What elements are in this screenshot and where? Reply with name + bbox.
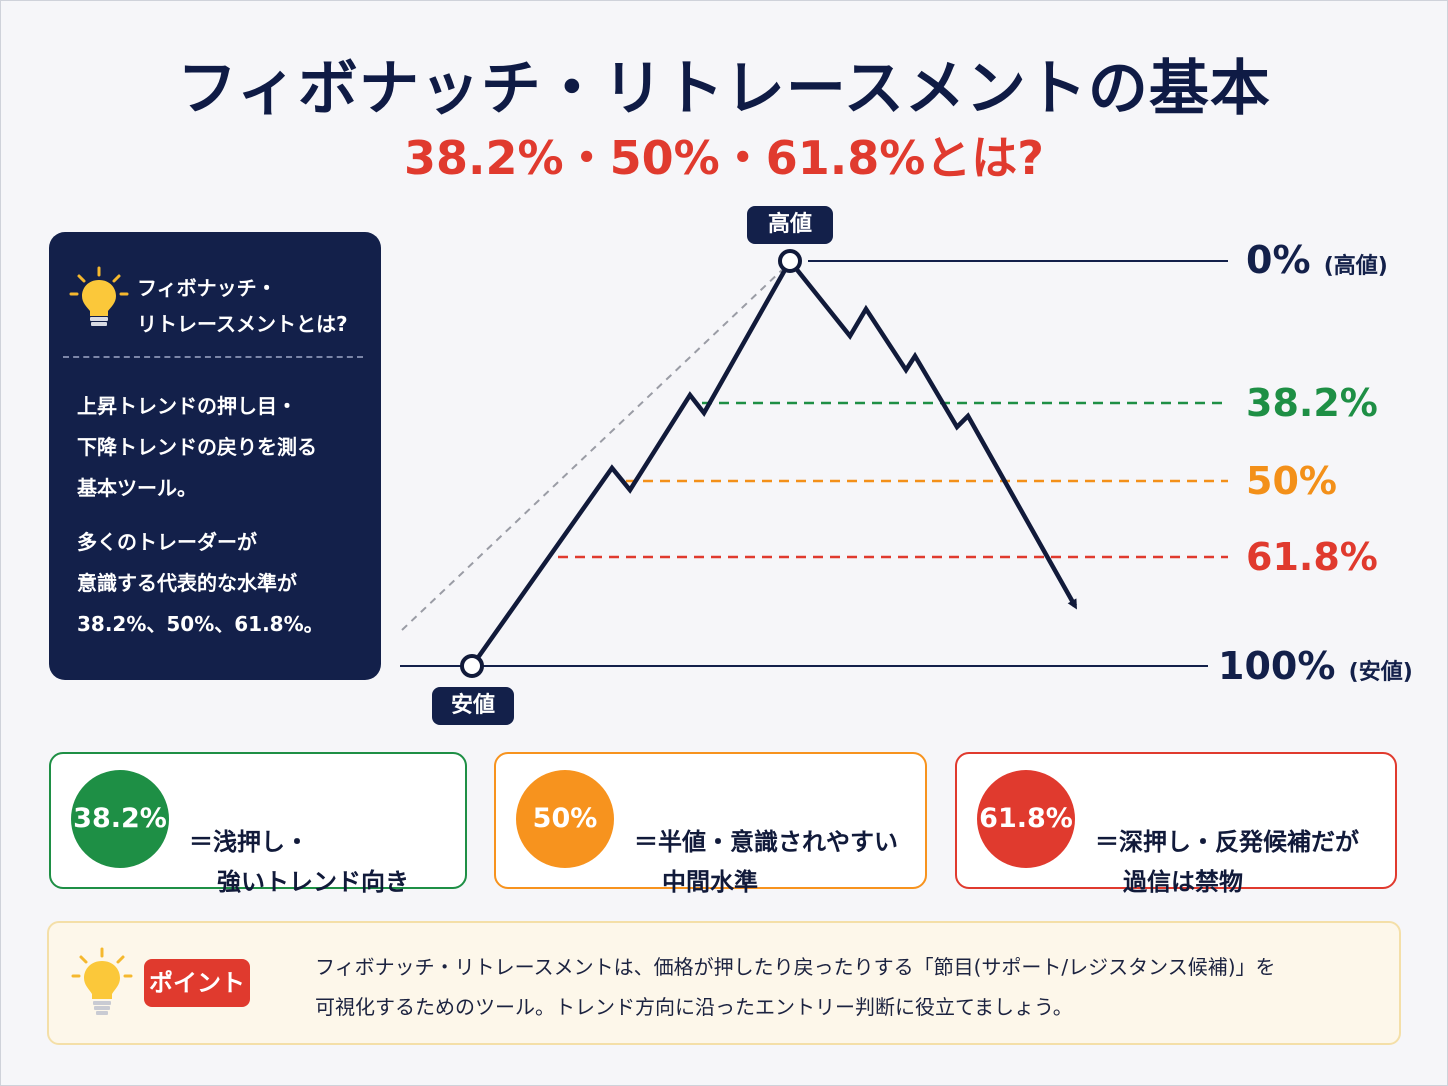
info-title-line1: フィボナッチ・ — [137, 276, 277, 300]
level-label-61-8: 61.8% — [1246, 535, 1378, 579]
point-text-line1: フィボナッチ・リトレースメントは、価格が押したり戻ったりする「節目(サポート/レ… — [315, 955, 1276, 979]
info-text-line: 基本ツール。 — [77, 476, 197, 500]
lightbulb-icon — [71, 947, 133, 1015]
level-note: (安値) — [1348, 660, 1413, 685]
info-paragraph-2: 多くのトレーダーが 意識する代表的な水準が 38.2%、50%、61.8%。 — [77, 522, 377, 645]
info-box-title: フィボナッチ・ リトレースメントとは? — [137, 270, 377, 342]
info-text-line: 下降トレンドの戻りを測る — [77, 435, 317, 459]
card-line1: ＝浅押し・ — [189, 828, 309, 856]
level-pct: 61.8% — [1246, 535, 1378, 579]
point-text: フィボナッチ・リトレースメントは、価格が押したり戻ったりする「節目(サポート/レ… — [315, 947, 1385, 1027]
level-pct: 100% — [1218, 644, 1336, 688]
level-label-0: 0% (高値) — [1246, 238, 1388, 282]
lightbulb-icon — [69, 266, 129, 326]
point-label: ポイント — [144, 959, 250, 1007]
card-line2: 強いトレンド向き — [217, 868, 409, 896]
fibonacci-diagram — [400, 249, 1228, 678]
card-line2: 中間水準 — [662, 868, 758, 896]
divider — [63, 356, 363, 358]
card-line1: ＝深押し・反発候補だが — [1095, 828, 1359, 856]
level-note: (高値) — [1323, 254, 1388, 279]
badge-61-8: 61.8% — [977, 770, 1075, 868]
level-card-50: 50% ＝半値・意識されやすい 中間水準 — [494, 752, 927, 896]
info-text-line: 上昇トレンドの押し目・ — [77, 394, 297, 418]
level-pct: 50% — [1246, 459, 1337, 503]
page-title: フィボナッチ・リトレースメントの基本 — [177, 54, 1271, 124]
level-label-38-2: 38.2% — [1246, 381, 1378, 425]
point-text-line2: 可視化するためのツール。トレンド方向に沿ったエントリー判断に役立てましょう。 — [315, 995, 1073, 1019]
card-text: ＝浅押し・ 強いトレンド向き — [189, 782, 409, 942]
card-text: ＝半値・意識されやすい 中間水準 — [634, 782, 898, 942]
level-card-38-2: 38.2% ＝浅押し・ 強いトレンド向き — [49, 752, 467, 896]
level-card-61-8: 61.8% ＝深押し・反発候補だが 過信は禁物 — [955, 752, 1397, 896]
info-box: フィボナッチ・ リトレースメントとは? 上昇トレンドの押し目・ 下降トレンドの戻… — [49, 232, 381, 680]
high-point-marker — [778, 249, 802, 273]
badge-50: 50% — [516, 770, 614, 868]
info-text-line: 38.2%、50%、61.8%。 — [77, 612, 324, 636]
card-text: ＝深押し・反発候補だが 過信は禁物 — [1095, 782, 1359, 942]
page-subtitle: 38.2%・50%・61.8%とは? — [404, 131, 1044, 185]
badge-38-2: 38.2% — [71, 770, 169, 868]
level-label-50: 50% — [1246, 459, 1337, 503]
level-pct: 38.2% — [1246, 381, 1378, 425]
level-label-100: 100% (安値) — [1218, 644, 1413, 688]
point-box: ポイント フィボナッチ・リトレースメントは、価格が押したり戻ったりする「節目(サ… — [47, 921, 1401, 1045]
info-text-line: 意識する代表的な水準が — [77, 571, 297, 595]
price-path — [470, 256, 1077, 668]
low-tag: 安値 — [432, 687, 514, 725]
high-tag: 高値 — [747, 206, 833, 244]
info-paragraph-1: 上昇トレンドの押し目・ 下降トレンドの戻りを測る 基本ツール。 — [77, 386, 377, 509]
card-line2: 過信は禁物 — [1123, 868, 1243, 896]
info-text-line: 多くのトレーダーが — [77, 530, 257, 554]
range-guide-line — [401, 269, 783, 631]
level-pct: 0% — [1246, 238, 1311, 282]
low-point-marker — [460, 654, 484, 678]
info-title-line2: リトレースメントとは? — [137, 312, 348, 336]
card-line1: ＝半値・意識されやすい — [634, 828, 898, 856]
